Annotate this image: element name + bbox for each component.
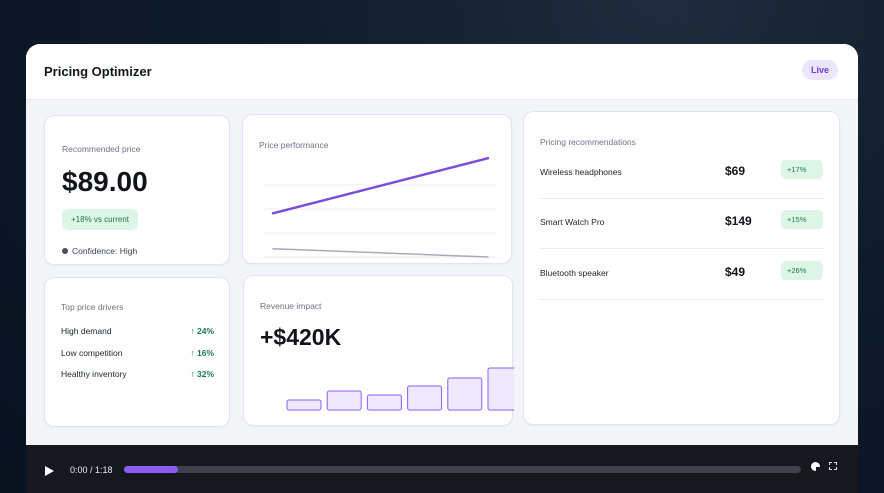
driver-value: ↑ 32% bbox=[190, 369, 214, 379]
price-performance-chart bbox=[263, 156, 495, 258]
confidence-indicator: Confidence: High bbox=[62, 246, 137, 256]
price-performance-card: Price performance bbox=[242, 114, 512, 264]
revenue-bar-chart bbox=[286, 367, 514, 411]
driver-value: ↑ 16% bbox=[190, 348, 214, 358]
confidence-label: Confidence: High bbox=[72, 246, 138, 256]
price-change-badge: +17% bbox=[781, 160, 823, 179]
driver-name: Healthy inventory bbox=[61, 369, 127, 379]
progress-bar-fill bbox=[124, 466, 179, 473]
driver-value: ↑ 24% bbox=[190, 326, 214, 336]
status-dot-icon bbox=[62, 248, 68, 254]
card-label: Top price drivers bbox=[61, 302, 124, 312]
status-badge: Live bbox=[801, 60, 838, 80]
volume-icon[interactable] bbox=[811, 462, 820, 471]
playback-time: 0:00 / 1:18 bbox=[70, 465, 113, 475]
product-name: Smart Watch Pro bbox=[540, 217, 605, 227]
recommendation-row[interactable]: Bluetooth speaker $49 +26% bbox=[540, 250, 824, 300]
driver-row: High demand ↑ 24% bbox=[61, 326, 214, 340]
price-drivers-card: Top price drivers High demand ↑ 24% Low … bbox=[44, 277, 230, 427]
product-name: Bluetooth speaker bbox=[540, 268, 609, 278]
card-label: Recommended price bbox=[62, 144, 141, 154]
revenue-impact-card: Revenue impact +$420K bbox=[243, 275, 514, 426]
recommendation-row[interactable]: Smart Watch Pro $149 +15% bbox=[540, 199, 824, 249]
card-label: Revenue impact bbox=[260, 301, 322, 311]
fullscreen-icon[interactable] bbox=[829, 462, 837, 470]
series-line-1 bbox=[271, 156, 490, 215]
price-change-badge: +26% bbox=[781, 261, 823, 280]
pricing-recommendations-card: Pricing recommendations Wireless headpho… bbox=[523, 111, 840, 425]
driver-name: Low competition bbox=[61, 348, 123, 358]
card-label: Pricing recommendations bbox=[540, 137, 636, 147]
product-price: $149 bbox=[725, 214, 752, 228]
series-line-2 bbox=[272, 247, 489, 258]
app-header: Pricing Optimizer Live bbox=[26, 44, 858, 100]
progress-bar[interactable] bbox=[124, 466, 801, 473]
revenue-impact-value: +$420K bbox=[260, 324, 342, 350]
revenue-bar bbox=[447, 377, 483, 411]
price-change-badge: +15% bbox=[781, 210, 823, 229]
revenue-bar bbox=[487, 367, 514, 411]
product-price: $49 bbox=[725, 265, 746, 279]
page-title: Pricing Optimizer bbox=[44, 64, 152, 79]
product-name: Wireless headphones bbox=[540, 167, 622, 177]
driver-row: Low competition ↑ 16% bbox=[61, 348, 214, 362]
recommended-price-value: $89.00 bbox=[62, 166, 148, 197]
revenue-bar bbox=[286, 399, 322, 411]
recommendation-row[interactable]: Wireless headphones $69 +17% bbox=[540, 149, 824, 199]
delta-badge: +18% vs current bbox=[62, 209, 139, 230]
revenue-bar bbox=[326, 390, 362, 411]
product-price: $69 bbox=[725, 164, 746, 178]
revenue-bar bbox=[366, 394, 402, 411]
video-player-controls: 0:00 / 1:18 bbox=[26, 445, 858, 493]
app-window: Pricing Optimizer Live Recommended price… bbox=[26, 44, 858, 493]
card-label: Price performance bbox=[259, 140, 329, 150]
play-icon[interactable] bbox=[45, 466, 54, 476]
recommended-price-card: Recommended price $89.00 +18% vs current… bbox=[44, 115, 230, 265]
driver-name: High demand bbox=[61, 326, 112, 336]
revenue-bar bbox=[407, 385, 443, 411]
driver-row: Healthy inventory ↑ 32% bbox=[61, 369, 214, 383]
